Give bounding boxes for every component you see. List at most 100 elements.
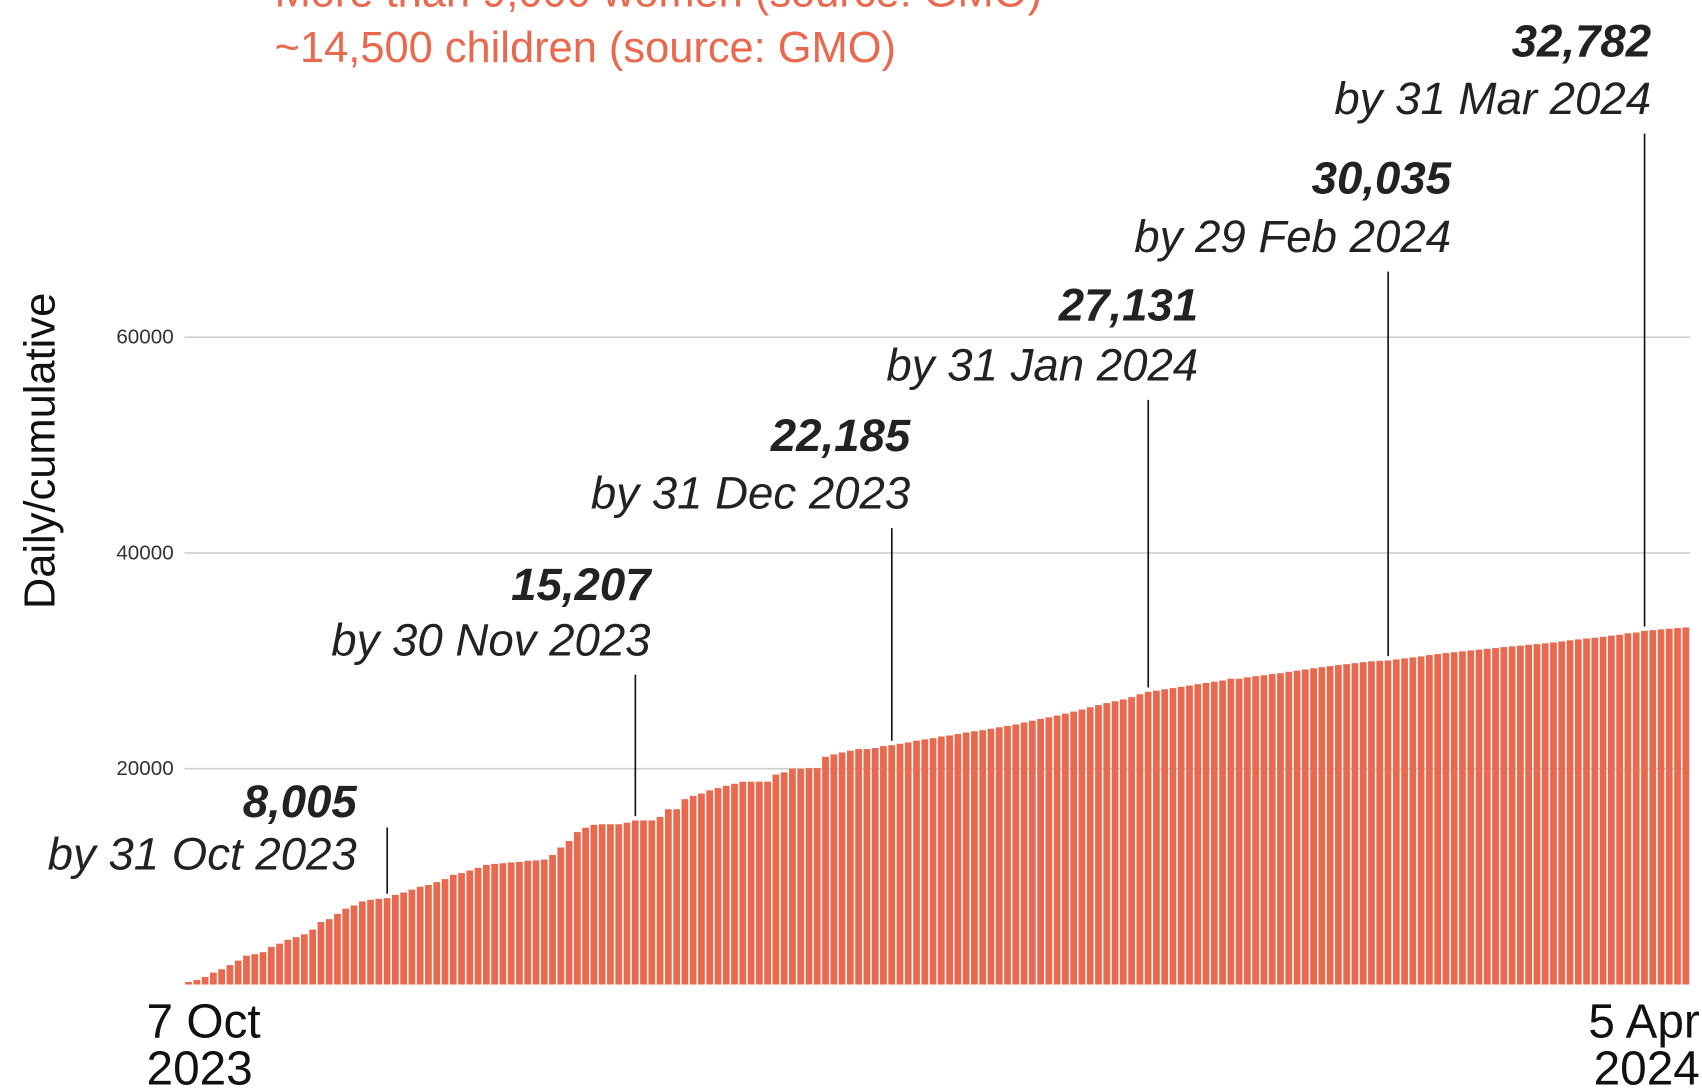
annotation-label: by 31 Mar 2024 [1334, 73, 1651, 124]
bar [334, 913, 341, 985]
bar [408, 889, 416, 985]
bar [1376, 660, 1384, 985]
bar [1459, 651, 1466, 985]
subtitle: More than 9,000 women (source: GMO) [275, 0, 1042, 17]
bar [565, 841, 573, 985]
bar [1078, 709, 1086, 985]
bar [1335, 665, 1342, 985]
bar [243, 955, 250, 985]
y-tick-label: 40000 [116, 541, 173, 564]
bar [946, 735, 953, 985]
bar [631, 820, 639, 985]
bar [1492, 648, 1499, 985]
bar [1012, 724, 1020, 985]
annotation-value: 15,207 [511, 559, 653, 610]
bar [1541, 643, 1549, 985]
bar [913, 740, 920, 985]
bar [1161, 689, 1169, 985]
bar [1177, 686, 1185, 985]
y-tick-label: 20000 [116, 757, 173, 780]
bar [1674, 628, 1681, 985]
bar [1194, 684, 1202, 985]
bar [689, 795, 697, 985]
bar [1136, 694, 1144, 985]
bar [722, 785, 730, 985]
bar [937, 736, 945, 985]
bar [1616, 634, 1624, 985]
bar [582, 827, 589, 985]
bar [1202, 682, 1210, 985]
bar [1624, 633, 1632, 985]
bar [193, 980, 201, 985]
bar [234, 960, 242, 985]
bar [1153, 690, 1160, 985]
bar [317, 922, 325, 985]
bar [1095, 705, 1102, 985]
x-tick-label: 5 Apr 2024 [1588, 996, 1700, 1091]
bar [1599, 636, 1607, 985]
bar [1442, 653, 1450, 985]
bar [1500, 647, 1508, 985]
bar [1169, 688, 1177, 985]
bar [1326, 666, 1334, 985]
bar [789, 768, 796, 985]
bar [830, 754, 838, 985]
bar [1392, 659, 1400, 985]
bar [375, 898, 383, 985]
annotation-value: 22,185 [770, 410, 911, 461]
bar [325, 919, 333, 985]
bar [1227, 678, 1235, 985]
bar [706, 790, 714, 985]
annotation-label: by 31 Jan 2024 [886, 339, 1198, 390]
bar [1550, 642, 1557, 985]
bar [267, 946, 275, 985]
bar [1574, 639, 1582, 985]
bar [218, 969, 226, 985]
bar [607, 824, 614, 985]
bar [499, 863, 507, 985]
bar [1244, 677, 1251, 985]
bar [590, 824, 598, 985]
bar [276, 943, 283, 985]
bar [1028, 720, 1036, 985]
bar [391, 894, 399, 985]
bar [300, 934, 308, 985]
bar [1235, 678, 1243, 985]
bar [880, 746, 887, 985]
bar [1434, 654, 1442, 985]
bar [1682, 627, 1690, 985]
bar [1558, 641, 1566, 985]
bar [367, 899, 374, 985]
bar [466, 870, 474, 985]
bar [871, 748, 879, 985]
bar [1665, 628, 1673, 985]
bar [623, 822, 631, 985]
bar [1103, 703, 1111, 985]
bar [764, 781, 771, 985]
bar [309, 929, 317, 985]
bar [259, 952, 267, 985]
bar [1591, 637, 1599, 985]
bar [1070, 711, 1078, 985]
annotation-value: 8,005 [243, 776, 358, 827]
bar [1343, 664, 1351, 985]
bar [1086, 707, 1094, 985]
bar [987, 728, 995, 985]
bar [1657, 629, 1665, 985]
annotation-value: 27,131 [1058, 280, 1198, 331]
bar [1583, 638, 1590, 985]
annotation-label: by 29 Feb 2024 [1134, 211, 1451, 262]
bar [615, 824, 623, 985]
bar [1525, 644, 1533, 985]
bar [532, 860, 540, 985]
annotation-label: by 31 Oct 2023 [48, 828, 357, 879]
bar [896, 743, 904, 985]
bar [284, 939, 292, 985]
bar [425, 884, 432, 985]
bar [971, 731, 978, 985]
bar [491, 863, 499, 985]
bar [185, 982, 192, 985]
bar [1310, 668, 1317, 985]
annotation-label: by 30 Nov 2023 [331, 614, 650, 665]
